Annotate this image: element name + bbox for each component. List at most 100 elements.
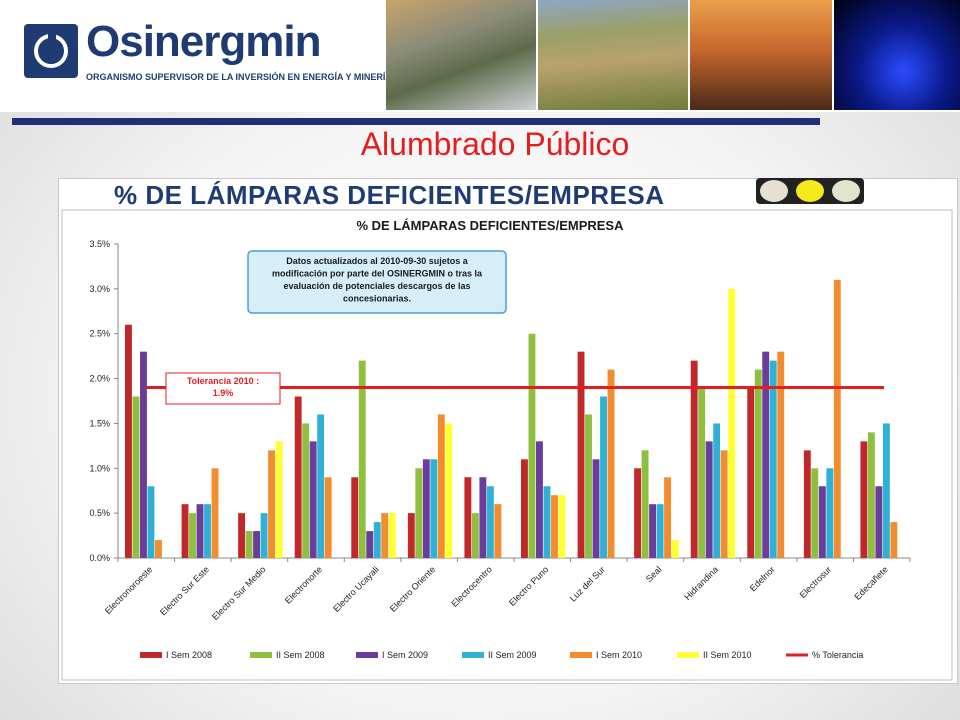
- bar: [125, 324, 132, 558]
- y-tick-label: 1.5%: [89, 418, 110, 428]
- bar: [521, 459, 528, 558]
- y-tick-label: 3.5%: [89, 239, 110, 249]
- legend-swatch: [250, 652, 272, 658]
- bar: [155, 540, 162, 558]
- bar: [671, 540, 679, 558]
- bar: [132, 396, 140, 558]
- bar: [388, 513, 396, 558]
- tolerance-label-box: [165, 372, 281, 405]
- bar: [600, 396, 607, 558]
- bar: [302, 423, 310, 558]
- note-text: evaluación de potenciales descargos de l…: [283, 281, 470, 291]
- bar: [720, 450, 728, 558]
- bar: [664, 477, 672, 558]
- bar: [543, 486, 551, 558]
- y-tick-label: 0.0%: [89, 553, 110, 563]
- bar: [415, 468, 423, 558]
- y-tick-label: 2.0%: [89, 374, 110, 384]
- header-divider: [12, 118, 820, 125]
- bar: [860, 441, 868, 558]
- y-tick-label: 0.5%: [89, 508, 110, 518]
- bar: [536, 441, 543, 558]
- bar: [585, 414, 592, 558]
- traffic-light-icon: [756, 178, 864, 204]
- bar: [777, 351, 785, 558]
- bar: [275, 441, 283, 558]
- y-tick-label: 2.5%: [89, 329, 110, 339]
- bar: [558, 495, 566, 558]
- brand-name: Osinergmin: [86, 17, 321, 66]
- bar: [690, 360, 698, 558]
- bar: [698, 387, 706, 558]
- legend-swatch: [570, 652, 592, 658]
- bar: [818, 486, 826, 558]
- bar: [358, 360, 366, 558]
- bar: [577, 351, 585, 558]
- legend-label: II Sem 2010: [703, 650, 752, 660]
- bar: [471, 513, 479, 558]
- legend-swatch: [356, 652, 378, 658]
- bar: [867, 432, 875, 558]
- bar: [875, 486, 883, 558]
- bar: [826, 468, 834, 558]
- brand-subtitle: ORGANISMO SUPERVISOR DE LA INVERSIÓN EN …: [86, 72, 392, 82]
- bar: [317, 414, 325, 558]
- gas-flame-photo: [834, 0, 960, 110]
- bar: [528, 333, 536, 558]
- legend-swatch: [140, 652, 162, 658]
- bar: [366, 531, 374, 558]
- bar: [422, 459, 430, 558]
- bar: [147, 486, 155, 558]
- tolerance-label: 1.9%: [213, 388, 234, 398]
- bar: [181, 504, 189, 558]
- bar: [430, 459, 438, 558]
- mine-photo: [538, 0, 688, 110]
- bar: [245, 531, 253, 558]
- bar: [890, 522, 898, 558]
- bar: [754, 369, 762, 558]
- bar: [140, 351, 147, 558]
- bar: [769, 360, 777, 558]
- bar: [713, 423, 721, 558]
- bar: [309, 441, 317, 558]
- bar: [464, 477, 472, 558]
- bar: [551, 495, 558, 558]
- tolerance-label: Tolerancia 2010 :: [187, 376, 259, 386]
- bar: [211, 468, 219, 558]
- bar: [634, 468, 642, 558]
- bar: [641, 450, 649, 558]
- legend-label: I Sem 2008: [166, 650, 212, 660]
- osinergmin-logo-icon: [24, 24, 78, 78]
- note-text: concesionarias.: [343, 294, 411, 304]
- bar: [486, 486, 494, 558]
- legend-label: I Sem 2009: [382, 650, 428, 660]
- legend-swatch: [677, 652, 699, 658]
- note-box: [247, 250, 507, 314]
- legend-label: I Sem 2010: [596, 650, 642, 660]
- bar: [253, 531, 261, 558]
- bar: [833, 279, 841, 558]
- bar: [762, 351, 770, 558]
- bar: [381, 513, 389, 558]
- bar: [747, 387, 755, 558]
- legend-swatch: [462, 652, 484, 658]
- bar: [656, 504, 664, 558]
- header: Osinergmin ORGANISMO SUPERVISOR DE LA IN…: [0, 0, 960, 112]
- bar: [445, 423, 453, 558]
- y-tick-label: 3.0%: [89, 284, 110, 294]
- bar: [351, 477, 359, 558]
- bar: [238, 513, 246, 558]
- panel-heading: % DE LÁMPARAS DEFICIENTES/EMPRESA: [114, 180, 665, 210]
- bar: [260, 513, 268, 558]
- bar: [407, 513, 415, 558]
- bar: [803, 450, 811, 558]
- bar: [882, 423, 890, 558]
- bar: [189, 513, 196, 558]
- bar: [728, 288, 736, 558]
- chart-title: % DE LÁMPARAS DEFICIENTES/EMPRESA: [356, 218, 624, 233]
- bar: [607, 369, 615, 558]
- bar: [437, 414, 445, 558]
- bar: [592, 459, 600, 558]
- bar: [204, 504, 211, 558]
